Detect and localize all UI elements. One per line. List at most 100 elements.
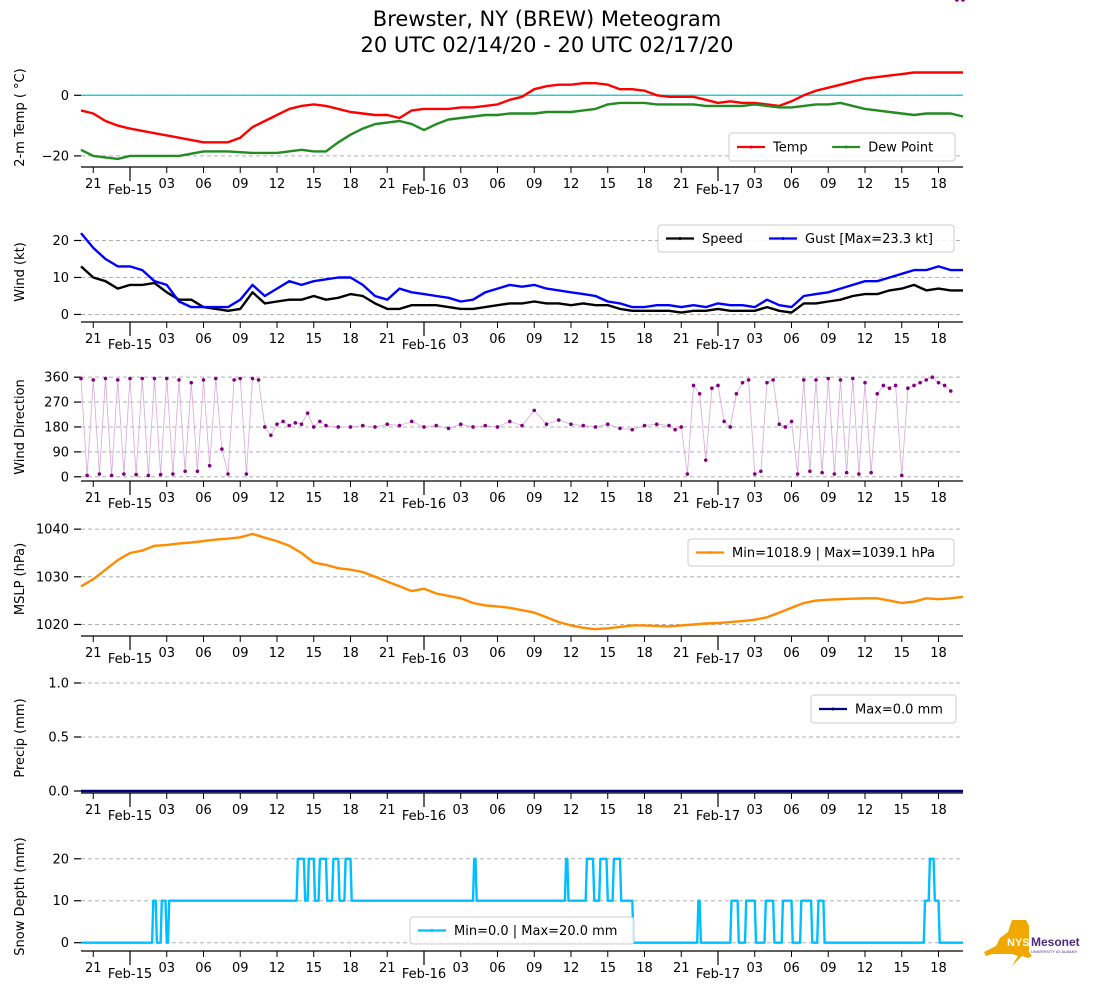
- data-point: [171, 472, 175, 476]
- y-tick-label: 10: [52, 894, 69, 909]
- x-date-label: Feb-15: [108, 338, 152, 353]
- x-tick-label: 09: [526, 646, 543, 661]
- data-point: [134, 472, 138, 477]
- x-date-label: Feb-15: [108, 652, 152, 667]
- x-tick-label: 18: [636, 491, 653, 506]
- data-point: [771, 378, 775, 382]
- x-date-label: Feb-17: [696, 183, 740, 198]
- x-tick-label: 15: [305, 177, 322, 192]
- x-tick-label: 18: [342, 646, 359, 661]
- x-date-label: Feb-17: [696, 338, 740, 353]
- data-point: [360, 423, 365, 428]
- x-tick-label: 09: [526, 803, 543, 818]
- data-point: [556, 418, 561, 422]
- data-point: [318, 419, 322, 424]
- data-point: [275, 422, 279, 427]
- x-tick-label: 21: [673, 646, 690, 661]
- x-tick-label: 21: [85, 177, 102, 192]
- x-tick-label: 15: [599, 177, 616, 192]
- x-tick-label: 18: [930, 803, 947, 818]
- x-tick-label: 12: [269, 491, 286, 506]
- data-point: [893, 383, 898, 388]
- x-tick-label: 21: [673, 491, 690, 506]
- x-tick-label: 06: [195, 491, 212, 506]
- data-point: [152, 376, 157, 381]
- y-tick-label: 90: [52, 445, 69, 460]
- data-point: [85, 473, 89, 478]
- x-tick-label: 03: [452, 491, 469, 506]
- data-point: [195, 469, 200, 474]
- legend-label: Max=0.0 mm: [855, 703, 943, 718]
- legend-mslp: Min=1018.9 | Max=1039.1 hPa: [687, 538, 955, 567]
- legend-label: Speed: [702, 232, 743, 247]
- x-tick-label: 06: [783, 961, 800, 976]
- x-tick-label: 09: [232, 491, 249, 506]
- x-tick-label: 06: [783, 332, 800, 347]
- chart-title-line1: Brewster, NY (BREW) Meteogram: [372, 7, 722, 31]
- x-tick-label: 12: [563, 491, 580, 506]
- x-tick-label: 21: [85, 961, 102, 976]
- x-tick-label: 18: [636, 803, 653, 818]
- data-point: [728, 425, 733, 429]
- data-point: [795, 472, 800, 476]
- data-point: [899, 473, 904, 478]
- x-tick-label: 18: [930, 177, 947, 192]
- x-tick-label: 03: [452, 961, 469, 976]
- data-point: [777, 422, 782, 427]
- legend-box: [657, 224, 955, 253]
- legend-box: [810, 694, 957, 724]
- legend-precip: Max=0.0 mm: [810, 694, 957, 724]
- x-date-label: Feb-15: [108, 967, 152, 982]
- x-tick-label: 09: [526, 177, 543, 192]
- x-date-label: Feb-15: [108, 183, 152, 198]
- panel-wind: 0 10 20 Wind (kt) 21 03 06 09 12 15 18 21 03 06 09 12 15…: [13, 224, 963, 353]
- data-point: [544, 422, 549, 427]
- data-point: [79, 376, 83, 381]
- data-point: [311, 425, 316, 429]
- x-tick-label: 12: [563, 177, 580, 192]
- legend-label: Min=1018.9 | Max=1039.1 hPa: [732, 546, 935, 561]
- x-tick-label: 06: [783, 177, 800, 192]
- x-tick-label: 03: [746, 646, 763, 661]
- x-tick-label: 12: [563, 803, 580, 818]
- series-line-wind-1: [80, 232, 963, 309]
- x-tick-label: 09: [820, 961, 837, 976]
- y-tick-label: 360: [44, 371, 69, 386]
- x-tick-label: 03: [158, 961, 175, 976]
- data-point: [654, 422, 659, 427]
- x-tick-label: 21: [379, 332, 396, 347]
- x-tick-label: 12: [563, 332, 580, 347]
- y-axis-label: 2-m Temp ( °C): [13, 68, 28, 166]
- ny-state-shape-icon: [984, 920, 1032, 966]
- x-tick-label: 15: [305, 646, 322, 661]
- data-point: [532, 408, 537, 413]
- data-point: [213, 376, 218, 381]
- nys-mesonet-logo: NYS Mesonet UNIVERSITY AT ALBANY: [984, 920, 1080, 966]
- data-point: [373, 425, 377, 429]
- x-date-label: Feb-16: [402, 809, 446, 824]
- x-date-label: Feb-15: [108, 809, 152, 824]
- data-point: [269, 433, 273, 438]
- x-date-label: Feb-16: [402, 338, 446, 353]
- x-tick-label: 06: [195, 332, 212, 347]
- series-line-snow-0: [81, 857, 963, 944]
- data-point: [942, 383, 947, 388]
- data-point: [434, 423, 439, 428]
- data-point: [495, 425, 500, 429]
- series-line-wdir: [80, 376, 952, 476]
- data-point: [146, 473, 151, 478]
- x-tick-label: 06: [195, 803, 212, 818]
- x-tick-label: 06: [783, 646, 800, 661]
- data-point: [103, 376, 108, 381]
- x-tick-label: 12: [857, 177, 874, 192]
- data-point: [955, 0, 959, 2]
- data-point: [91, 378, 96, 382]
- x-tick-label: 03: [452, 332, 469, 347]
- series-line-temp-0: [80, 71, 963, 144]
- x-tick-label: 12: [269, 961, 286, 976]
- x-tick-label: 21: [85, 803, 102, 818]
- data-point: [710, 386, 714, 391]
- data-point: [912, 383, 916, 388]
- y-tick-label: 0: [61, 308, 69, 323]
